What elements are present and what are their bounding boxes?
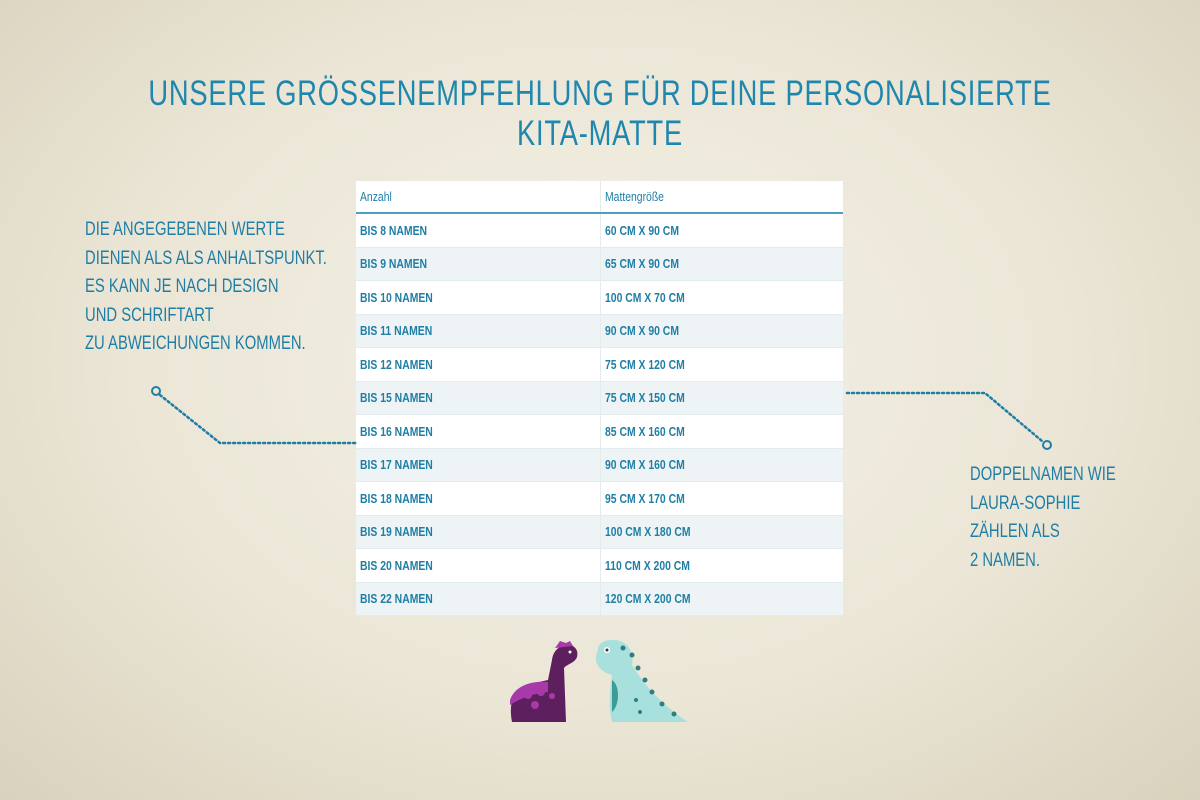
cell-name-count: bis 10 Namen [356,280,601,315]
cell-name-count: bis 22 Namen [356,582,601,616]
cell-mat-size: 90 cm x 160 cm [600,448,843,482]
left-note: Die angegebenen Werte dienen als als Anh… [85,216,327,359]
page-title: Unsere Größenempfehlung für deine person… [148,74,1052,153]
table-row: bis 19 Namen 100 cm x 180 cm [356,515,843,549]
cell-name-count: bis 19 Namen [356,515,601,549]
left-note-line: Die angegebenen Werte [85,219,285,240]
column-header-count: Anzahl [356,181,601,214]
right-note-line: 2 Namen. [970,549,1041,571]
table-row: bis 17 Namen 90 cm x 160 cm [356,448,843,482]
right-connector-line [845,391,1044,443]
column-header-size: Mattengröße [600,181,843,214]
right-note-line: Doppelnamen wie [970,464,1116,485]
table-row: bis 10 Namen 100 cm x 70 cm [356,280,843,315]
table-row: bis 9 Namen 65 cm x 90 cm [356,247,843,281]
cell-mat-size: 75 cm x 150 cm [600,381,843,415]
cell-name-count: bis 16 Namen [356,414,601,449]
cell-mat-size: 110 cm x 200 cm [600,548,843,583]
table-row: bis 18 Namen 95 cm x 170 cm [356,481,843,516]
table-row: bis 20 Namen 110 cm x 200 cm [356,548,843,583]
table-header-row: Anzahl Mattengröße [356,181,843,214]
cell-name-count: bis 11 Namen [356,314,601,348]
table-row: bis 16 Namen 85 cm x 160 cm [356,414,843,449]
cell-mat-size: 75 cm x 120 cm [600,347,843,382]
size-table: Anzahl Mattengröße bis 8 Namen 60 cm x 90… [356,181,843,616]
cell-name-count: bis 17 Namen [356,448,601,482]
cell-mat-size: 60 cm x 90 cm [600,213,843,248]
cell-name-count: bis 9 Namen [356,247,601,281]
cell-mat-size: 95 cm x 170 cm [600,481,843,516]
cell-mat-size: 100 cm x 180 cm [600,515,843,549]
cell-name-count: bis 12 Namen [356,347,601,382]
table-row: bis 15 Namen 75 cm x 150 cm [356,381,843,415]
left-connector-line [158,393,358,445]
table-row: bis 8 Namen 60 cm x 90 cm [356,213,843,248]
cell-mat-size: 100 cm x 70 cm [600,280,843,315]
cell-name-count: bis 20 Namen [356,548,601,583]
table-row: bis 11 Namen 90 cm x 90 cm [356,314,843,348]
right-connector-dot [1042,440,1052,450]
left-note-line: zu Abweichungen kommen. [85,333,306,354]
right-note-line: zählen als [970,521,1060,542]
cell-mat-size: 120 cm x 200 cm [600,582,843,616]
cell-mat-size: 85 cm x 160 cm [600,414,843,449]
right-note: Doppelnamen wie Laura-Sophie zählen als … [970,461,1116,575]
cell-mat-size: 90 cm x 90 cm [600,314,843,348]
cell-name-count: bis 15 Namen [356,381,601,415]
table-row: bis 22 Namen 120 cm x 200 cm [356,582,843,616]
teal-dinosaur-icon [595,639,688,722]
left-connector-dot [151,386,161,396]
left-note-line: und Schriftart [85,304,214,326]
right-note-line: Laura-Sophie [970,492,1081,514]
left-note-line: Es kann je nach Design [85,276,279,297]
left-note-line: dienen als als Anhaltspunkt. [85,247,327,269]
purple-dinosaur-icon [510,641,578,722]
table-row: bis 12 Namen 75 cm x 120 cm [356,347,843,382]
cell-mat-size: 65 cm x 90 cm [600,247,843,281]
cell-name-count: bis 18 Namen [356,481,601,516]
cell-name-count: bis 8 Namen [356,213,601,248]
